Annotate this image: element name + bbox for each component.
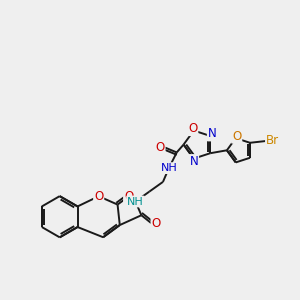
- Text: NH: NH: [160, 163, 177, 173]
- Text: O: O: [124, 190, 133, 203]
- Text: O: O: [94, 190, 103, 203]
- Text: O: O: [155, 141, 165, 154]
- Text: O: O: [188, 122, 197, 135]
- Text: Br: Br: [266, 134, 279, 147]
- Text: N: N: [189, 155, 198, 168]
- Text: NH: NH: [127, 196, 144, 206]
- Text: O: O: [152, 217, 161, 230]
- Text: N: N: [208, 128, 217, 140]
- Text: O: O: [232, 130, 241, 143]
